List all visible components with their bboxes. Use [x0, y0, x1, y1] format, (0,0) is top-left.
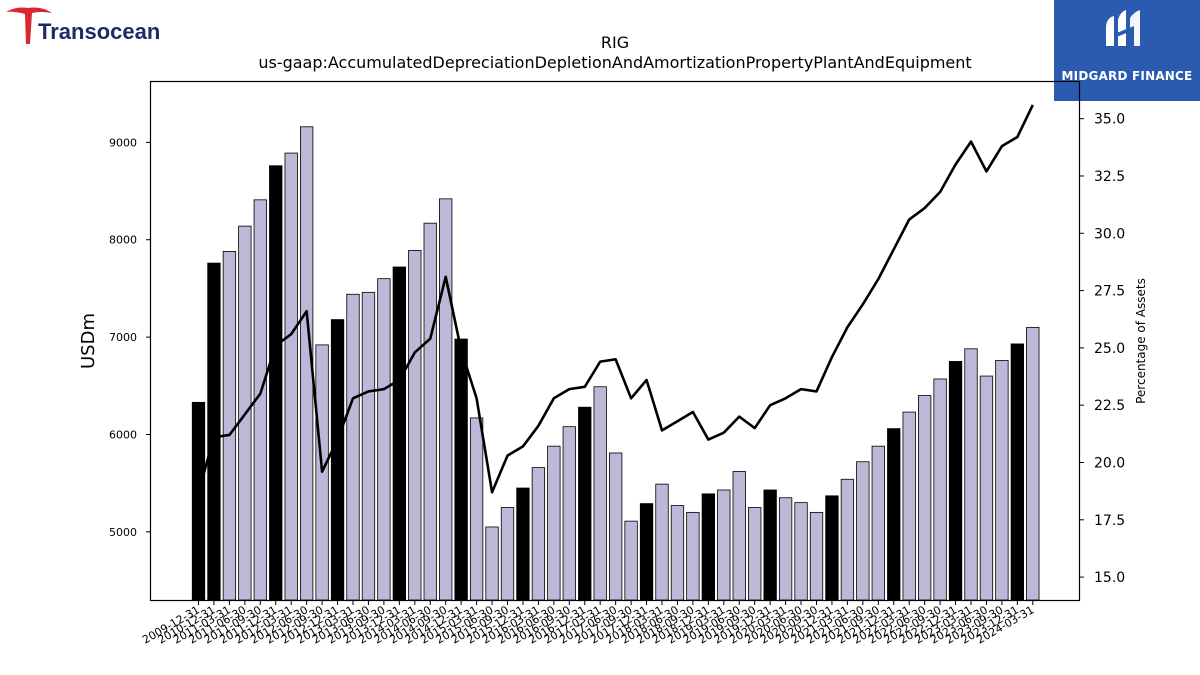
y-right-tick-label: 32.5: [1094, 169, 1125, 185]
bar-2013-03-31: [346, 293, 360, 601]
bar-2023-09-30: [995, 360, 1009, 601]
bar-2021-12-31: [887, 428, 901, 601]
y-left-tick-label: 8000: [109, 234, 137, 247]
bar-2013-06-30: [361, 291, 376, 601]
y-left-tick-label: 6000: [109, 428, 137, 441]
bar-2017-06-30: [609, 452, 623, 601]
bar-2013-09-30: [377, 278, 391, 601]
bar-2016-03-31: [531, 467, 546, 601]
bar-2011-12-31: [269, 165, 283, 601]
bar-2018-06-30: [670, 505, 685, 601]
plot-frame: [149, 80, 1081, 602]
bar-2022-03-31: [902, 411, 916, 601]
bar-2023-03-31: [964, 348, 978, 601]
transocean-mark-icon: Transocean: [6, 7, 160, 44]
y-right-tick-label: 30.0: [1094, 226, 1125, 242]
bar-2017-12-31: [639, 503, 654, 601]
bar-2020-03-31: [778, 497, 793, 601]
y-right-tick-label: 27.5: [1094, 284, 1125, 300]
bar-2018-12-31: [701, 493, 715, 601]
midgard-mark-icon: [1106, 10, 1140, 46]
y-right-tick-label: 22.5: [1094, 398, 1125, 414]
bar-2015-09-30: [500, 507, 515, 601]
bar-2014-06-30: [423, 222, 437, 601]
bar-2016-09-30: [562, 426, 576, 601]
bar-2018-03-31: [655, 483, 669, 601]
y-left-tick-label: 7000: [109, 331, 137, 344]
bar-2015-06-30: [485, 526, 499, 601]
bar-2020-09-30: [809, 511, 824, 601]
y-axis-left: 5000 6000 7000 8000 9000: [109, 136, 151, 539]
y-right-tick-label: 25.0: [1094, 341, 1125, 357]
bar-2017-03-31: [593, 386, 607, 601]
bar-2019-06-30: [732, 471, 746, 601]
bar-2014-03-31: [408, 250, 422, 601]
bar-2024-03-31: [1026, 326, 1040, 601]
y-right-tick-label: 17.5: [1094, 513, 1125, 529]
transocean-logo: Transocean: [4, 4, 184, 48]
bar-2011-03-31: [222, 251, 237, 601]
y-axis-left-label: USDm: [78, 313, 99, 369]
bar-2017-09-30: [624, 520, 638, 601]
bar-2019-12-31: [763, 489, 777, 601]
bar-2015-12-31: [516, 487, 530, 601]
y-axis-right-label: Percentage of Assets: [1134, 278, 1148, 404]
bar-2016-06-30: [547, 445, 561, 601]
y-right-tick-label: 20.0: [1094, 455, 1125, 471]
bar-2013-12-31: [392, 266, 407, 601]
y-right-tick-label: 15.0: [1094, 570, 1125, 586]
chart-subtitle: us-gaap:AccumulatedDepreciationDepletion…: [258, 53, 971, 72]
bars-group: [191, 126, 1040, 601]
bar-2022-09-30: [933, 378, 947, 601]
bar-2019-09-30: [748, 507, 762, 601]
bar-2021-06-30: [856, 461, 870, 601]
y-axis-right: 15.0 17.5 20.0 22.5 25.0 27.5 30.0 32.5 35.0: [1079, 112, 1125, 586]
bar-2021-03-31: [840, 478, 855, 601]
bar-2012-03-31: [284, 152, 298, 601]
bar-2016-12-31: [578, 406, 592, 601]
bar-2009-12-31: [191, 401, 206, 601]
bar-2014-09-30: [439, 198, 453, 601]
bar-2018-09-30: [686, 511, 700, 601]
midgard-finance-logo: MIDGARD FINANCE: [1054, 0, 1200, 101]
transocean-wordmark: Transocean: [38, 19, 160, 44]
bar-2022-06-30: [918, 395, 932, 601]
y-left-tick-label: 9000: [109, 136, 137, 149]
bar-2012-12-31: [330, 319, 345, 601]
x-axis: 2009-12-312010-12-312011-03-312011-06-30…: [140, 600, 1036, 647]
bar-2021-09-30: [871, 445, 885, 601]
y-left-tick-label: 5000: [109, 526, 137, 539]
bar-2022-12-31: [948, 361, 963, 601]
y-right-tick-label: 35.0: [1094, 112, 1125, 128]
bar-2023-12-31: [1010, 343, 1024, 601]
bar-2019-03-31: [717, 489, 731, 601]
series-line-percentage-of-assets: [197, 104, 1034, 494]
line-group: [197, 104, 1034, 494]
bar-2020-12-31: [825, 495, 839, 601]
bar-2015-03-31: [469, 417, 484, 601]
chart-title: RIG: [601, 33, 629, 52]
bar-2014-12-31: [454, 338, 468, 601]
bar-2020-06-30: [794, 502, 808, 601]
bar-2010-12-31: [207, 262, 221, 601]
bar-2023-06-30: [979, 375, 994, 601]
midgard-finance-wordmark: MIDGARD FINANCE: [1061, 69, 1193, 83]
